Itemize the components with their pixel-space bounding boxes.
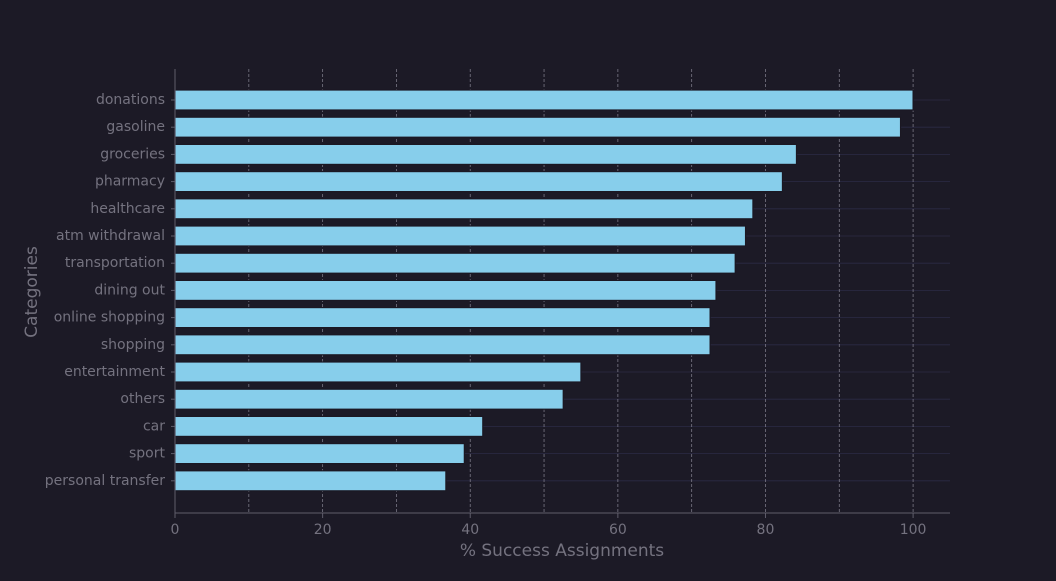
x-tick-label: 80 (757, 522, 775, 538)
y-tick-label: entertainment (64, 364, 165, 380)
bar-dining-out (174, 279, 717, 301)
bar-pharmacy (174, 171, 784, 193)
bar-car (174, 415, 484, 437)
bar-transportation (174, 252, 736, 274)
bar-shopping (174, 334, 711, 356)
bar-entertainment (174, 361, 582, 383)
x-tick-label: 0 (171, 522, 180, 538)
x-tick-label: 40 (461, 522, 479, 538)
bar-others (174, 388, 564, 410)
y-tick-label: others (120, 391, 165, 407)
y-tick-label: transportation (65, 255, 165, 271)
y-tick-label: atm withdrawal (56, 228, 165, 244)
x-axis-title: % Success Assignments (460, 541, 664, 561)
y-tick-label: groceries (100, 146, 165, 162)
bar-online-shopping (174, 307, 711, 329)
x-tick-label: 60 (609, 522, 627, 538)
bar-donations (174, 89, 914, 111)
y-tick-label: sport (129, 446, 166, 462)
bar-layer (174, 89, 914, 492)
x-tick-label: 20 (314, 522, 332, 538)
bar-gasoline (174, 116, 902, 138)
y-tick-label: pharmacy (95, 174, 165, 190)
y-tick-label: donations (96, 92, 165, 108)
axis-layer: donations gasoline groceries pharmacy health… (45, 69, 950, 538)
y-tick-label: car (143, 418, 165, 434)
y-axis-title: Categories (22, 246, 42, 338)
bar-personal-transfer (174, 470, 447, 492)
x-tick-label: 100 (900, 522, 927, 538)
y-tick-label: online shopping (54, 310, 165, 326)
y-tick-label: gasoline (106, 119, 165, 135)
bar-healthcare (174, 198, 754, 220)
bar-atm-withdrawal (174, 225, 747, 247)
y-tick-label: healthcare (90, 201, 165, 217)
y-tick-label: dining out (94, 282, 165, 298)
bar-sport (174, 443, 465, 465)
bar-groceries (174, 143, 798, 165)
y-tick-label: personal transfer (45, 473, 165, 489)
y-tick-label: shopping (101, 337, 165, 353)
